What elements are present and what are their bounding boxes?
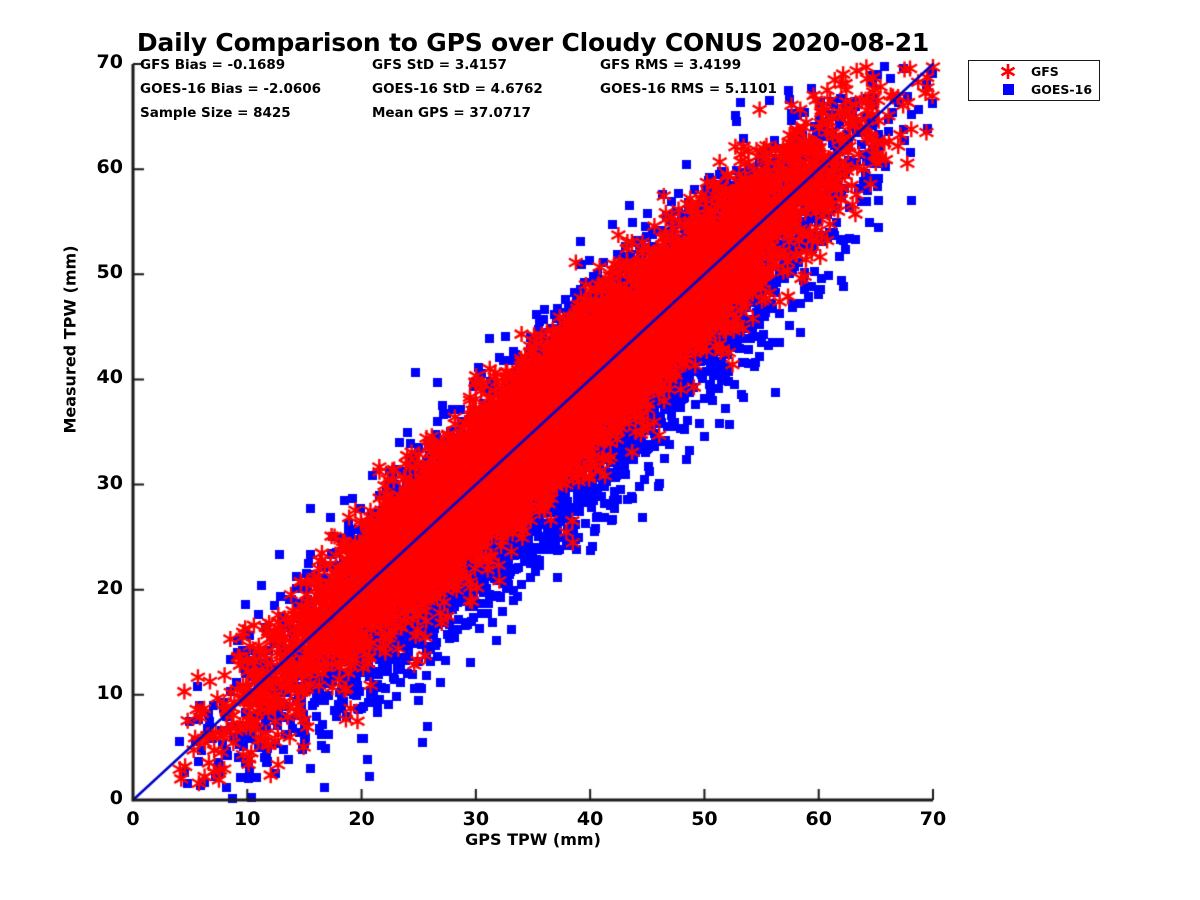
x-tick-label: 40 (576, 808, 604, 830)
y-tick-label: 10 (96, 681, 123, 704)
square-marker-icon (995, 80, 1021, 99)
stat-goes-bias: GOES-16 Bias = -2.0606 (140, 81, 322, 97)
x-tick-label: 50 (691, 808, 718, 830)
legend-label-gfs: GFS (1031, 64, 1059, 79)
y-tick-label: 50 (96, 261, 123, 284)
stat-gfs-std: GFS StD = 3.4157 (372, 57, 507, 73)
stat-mean-gps: Mean GPS = 37.0717 (372, 105, 531, 121)
x-tick-label: 70 (919, 808, 947, 830)
y-tick-label: 0 (109, 787, 123, 809)
y-tick-label: 20 (96, 576, 123, 599)
x-tick-label: 0 (126, 808, 140, 830)
y-tick-label: 60 (96, 156, 123, 179)
x-tick-label: 10 (234, 808, 261, 830)
x-tick-label: 30 (462, 808, 490, 830)
page-title: Daily Comparison to GPS over Cloudy CONU… (136, 28, 930, 57)
legend-item-gfs[interactable]: GFS (969, 62, 1101, 81)
stat-goes-std: GOES-16 StD = 4.6762 (372, 81, 543, 97)
stat-gfs-bias: GFS Bias = -0.1689 (140, 57, 286, 73)
y-tick-label: 40 (96, 366, 123, 389)
y-tick-label: 70 (96, 51, 123, 73)
stat-gfs-rms: GFS RMS = 3.4199 (600, 57, 742, 73)
y-axis-label: Measured TPW (mm) (60, 245, 80, 434)
x-tick-label: 20 (348, 808, 375, 830)
stat-sample-size: Sample Size = 8425 (140, 105, 291, 121)
legend-item-goes16[interactable]: GOES-16 (969, 80, 1101, 99)
asterisk-marker-icon (995, 62, 1021, 81)
x-tick-label: 60 (805, 808, 832, 830)
x-axis-label: GPS TPW (mm) (465, 830, 601, 849)
y-tick-label: 30 (96, 471, 123, 494)
legend-label-goes16: GOES-16 (1031, 82, 1093, 97)
legend: GFS GOES-16 (968, 60, 1100, 101)
stat-goes-rms: GOES-16 RMS = 5.1101 (600, 81, 777, 97)
